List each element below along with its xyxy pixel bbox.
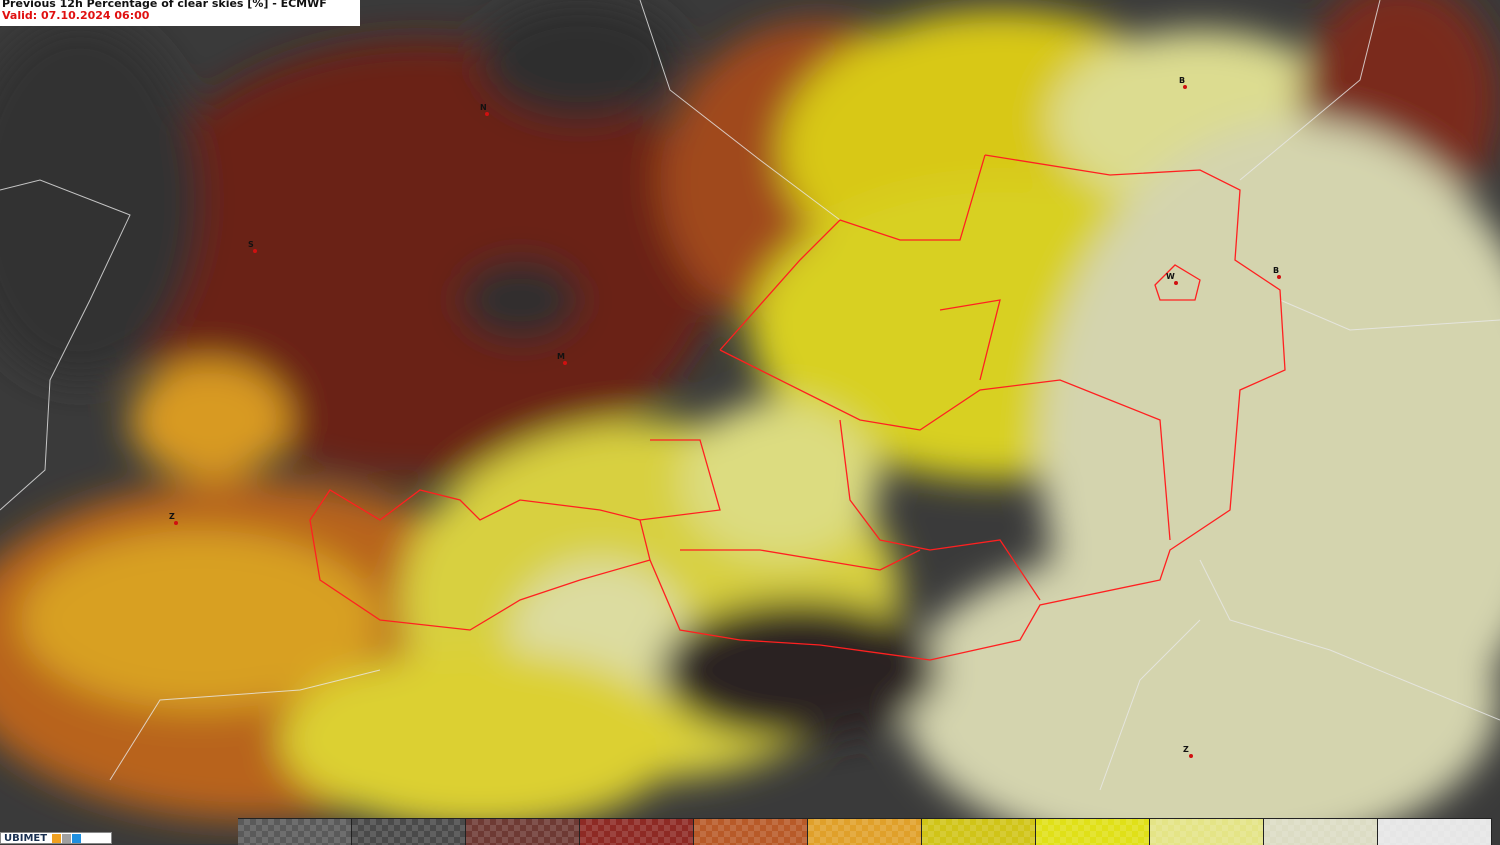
city-label: Z — [1183, 745, 1189, 754]
sun-icon — [51, 833, 61, 843]
city-label: S — [248, 240, 254, 249]
city-label: Z — [169, 512, 175, 521]
legend-swatch — [238, 819, 352, 845]
color-legend — [238, 818, 1492, 845]
city-label: N — [480, 103, 487, 112]
ubimet-logo: UBIMET — [0, 832, 112, 844]
region-borders — [309, 154, 1286, 661]
valid-time: Valid: 07.10.2024 06:00 — [2, 9, 150, 22]
map-title: Previous 12h Percentage of clear skies [… — [2, 0, 327, 10]
legend-swatch — [808, 819, 922, 845]
legend-swatch — [352, 819, 466, 845]
legend-swatch — [1036, 819, 1150, 845]
city-label: B — [1179, 76, 1186, 85]
country-borders — [0, 0, 1500, 791]
city-marker — [174, 521, 178, 525]
legend-swatch — [466, 819, 580, 845]
logo-text: UBIMET — [4, 833, 48, 844]
legend-swatch — [1378, 819, 1492, 845]
city-marker — [253, 249, 257, 253]
city-label: B — [1273, 266, 1280, 275]
cloud-icon — [61, 833, 71, 843]
legend-swatch — [1264, 819, 1378, 845]
city-marker — [1189, 754, 1193, 758]
city-label: W — [1166, 272, 1175, 281]
drop-icon — [71, 833, 81, 843]
city-marker — [1183, 85, 1187, 89]
legend-swatch — [922, 819, 1036, 845]
city-marker — [1174, 281, 1178, 285]
city-label: M — [557, 352, 565, 361]
map-title-box: Previous 12h Percentage of clear skies [… — [0, 0, 360, 26]
legend-swatch — [694, 819, 808, 845]
legend-swatch — [1150, 819, 1264, 845]
legend-swatch — [580, 819, 694, 845]
city-marker — [563, 361, 567, 365]
city-marker — [485, 112, 489, 116]
city-marker — [1277, 275, 1281, 279]
